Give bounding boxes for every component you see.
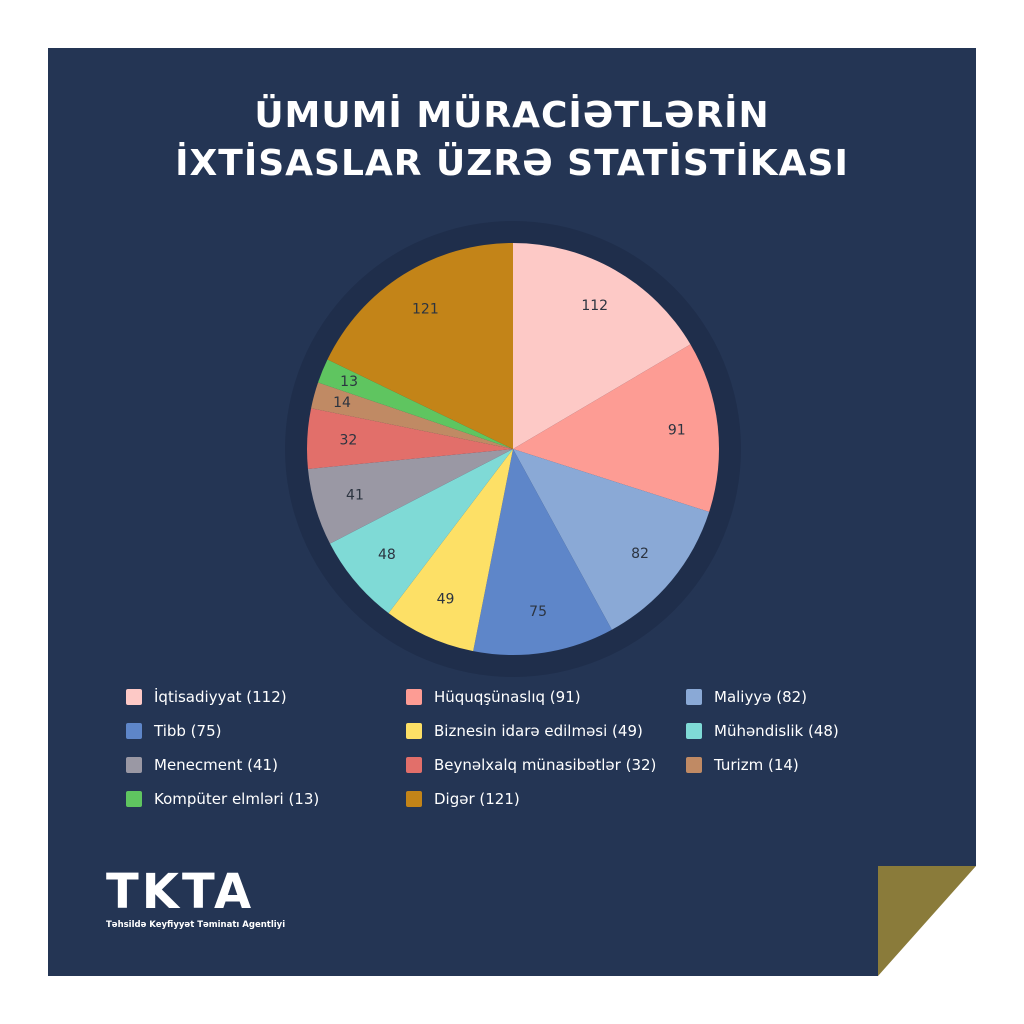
legend-swatch (126, 791, 142, 807)
infographic-card: ÜMUMİ MÜRACİƏTLƏRİN İXTİSASLAR ÜZRƏ STAT… (48, 48, 976, 976)
slice-value-label: 82 (631, 546, 649, 562)
legend-label: Menecment (41) (154, 756, 278, 774)
chart-legend: İqtisadiyyat (112) Hüquqşünaslıq (91) Mali… (126, 686, 926, 810)
slice-value-label: 75 (529, 604, 547, 620)
legend-swatch (126, 723, 142, 739)
pie-slice (388, 449, 513, 652)
legend-swatch (686, 689, 702, 705)
legend-label: Digər (121) (434, 790, 520, 808)
chart-title-line-2: İXTİSASLAR ÜZRƏ STATİSTİKASI (175, 143, 849, 184)
legend-item: Mühəndislik (48) (686, 720, 926, 742)
legend-item: Tibb (75) (126, 720, 406, 742)
slice-value-label: 13 (340, 374, 358, 390)
legend-swatch (126, 689, 142, 705)
legend-label: Tibb (75) (154, 722, 222, 740)
legend-item: Hüquqşünaslıq (91) (406, 686, 686, 708)
pie-slice (306, 408, 513, 470)
legend-swatch (406, 757, 422, 773)
pie-slice (318, 359, 513, 449)
legend-item: İqtisadiyyat (112) (126, 686, 406, 708)
legend-swatch (406, 791, 422, 807)
slice-value-label: 49 (437, 591, 455, 607)
chart-title: ÜMUMİ MÜRACİƏTLƏRİN İXTİSASLAR ÜZRƏ STAT… (48, 92, 976, 188)
logo-mark: TKTA (106, 864, 255, 920)
legend-item: Menecment (41) (126, 754, 406, 776)
pie-slice (330, 449, 513, 614)
slice-value-label: 32 (339, 433, 357, 449)
legend-label: Turizm (14) (714, 756, 799, 774)
legend-swatch (406, 689, 422, 705)
slice-value-label: 91 (668, 423, 686, 439)
legend-label: Kompüter elmləri (13) (154, 790, 320, 808)
slice-value-label: 48 (378, 547, 396, 563)
slice-value-label: 112 (581, 298, 608, 314)
pie-slice (307, 449, 513, 544)
legend-swatch (126, 757, 142, 773)
legend-label: Maliyyə (82) (714, 688, 808, 706)
pie-chart: 112 91 82 75 49 48 41 32 14 13 121 (285, 221, 741, 677)
slice-value-label: 14 (333, 395, 351, 411)
legend-swatch (686, 757, 702, 773)
legend-item: Kompüter elmləri (13) (126, 788, 406, 810)
legend-label: İqtisadiyyat (112) (154, 688, 287, 706)
legend-item: Biznesin idarə edilməsi (49) (406, 720, 686, 742)
legend-label: Beynəlxalq münasibətlər (32) (434, 756, 657, 774)
legend-label: Hüquqşünaslıq (91) (434, 688, 581, 706)
legend-item: Turizm (14) (686, 754, 926, 776)
legend-item: Maliyyə (82) (686, 686, 926, 708)
chart-title-line-1: ÜMUMİ MÜRACİƏTLƏRİN (254, 95, 770, 136)
slice-value-label: 41 (346, 488, 364, 504)
tkta-logo: TKTA Təhsildə Keyfiyyət Təminatı Agentli… (106, 866, 285, 930)
legend-swatch (686, 723, 702, 739)
pie-slice (513, 344, 719, 512)
pie-slice (513, 449, 710, 630)
legend-item: Digər (121) (406, 788, 686, 810)
pie-slice (311, 382, 513, 449)
legend-swatch (406, 723, 422, 739)
logo-subtitle: Təhsildə Keyfiyyət Təminatı Agentliyi (106, 920, 286, 930)
legend-label: Biznesin idarə edilməsi (49) (434, 722, 643, 740)
pie-slice (327, 243, 513, 449)
pie-slice (513, 243, 691, 449)
slice-value-label: 121 (412, 301, 439, 317)
legend-label: Mühəndislik (48) (714, 722, 839, 740)
pie-slice (473, 449, 612, 655)
legend-item: Beynəlxalq münasibətlər (32) (406, 754, 686, 776)
